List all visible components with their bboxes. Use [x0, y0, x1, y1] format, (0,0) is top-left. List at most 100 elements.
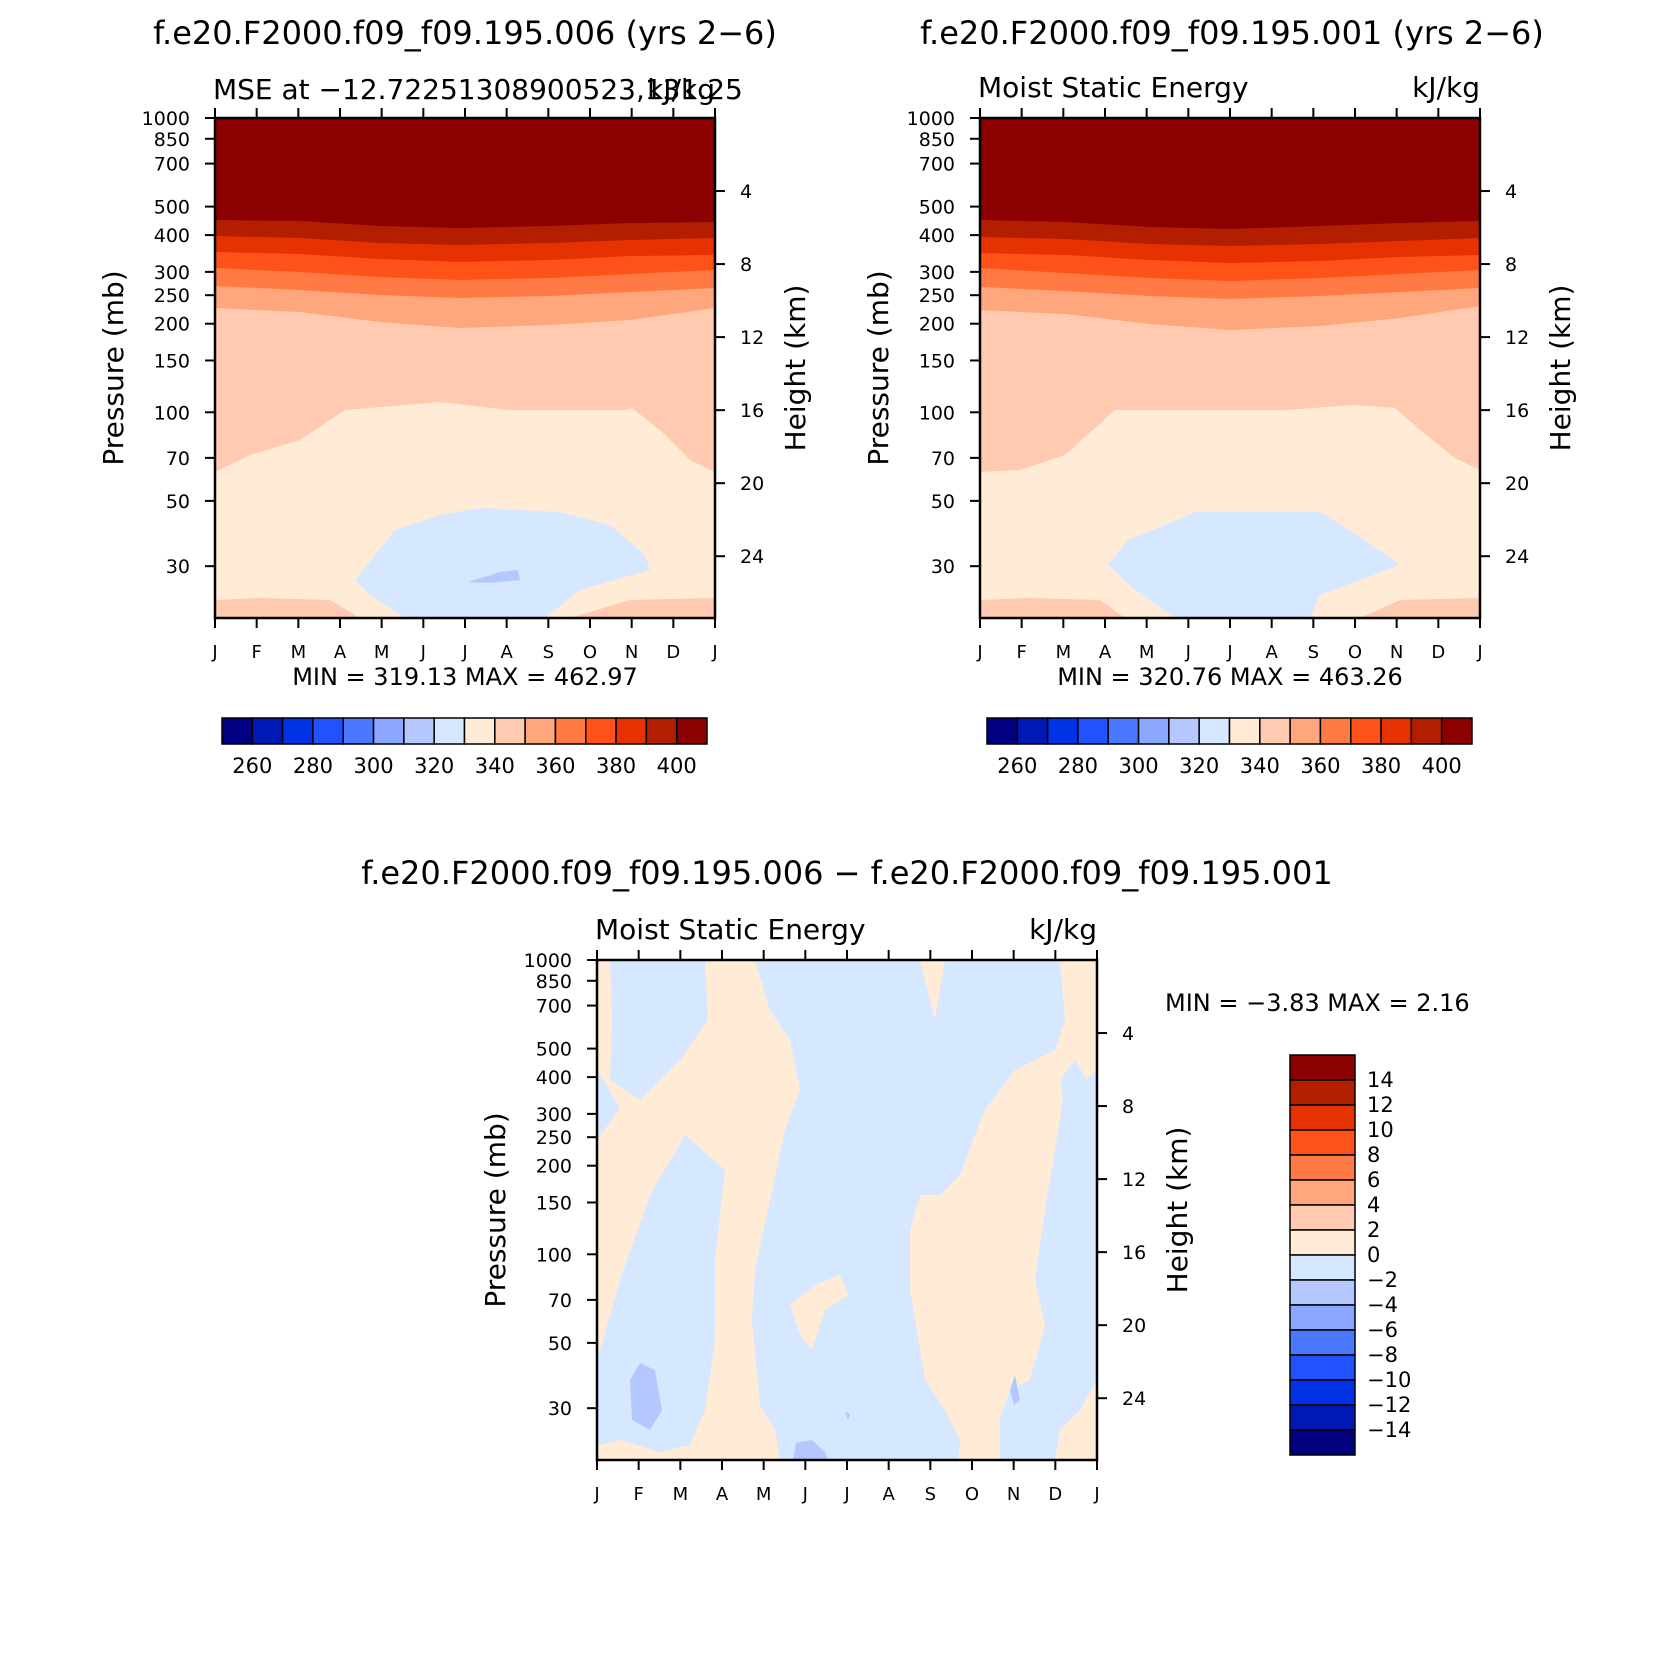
left-title: MSE at −12.72251308900523,131.25 [213, 73, 743, 106]
colorbar-swatch [1198, 717, 1231, 745]
band-300-310 [468, 570, 520, 583]
colorbar-swatch [221, 717, 254, 745]
x-tick-label: N [1390, 642, 1403, 663]
colorbar-label: 380 [596, 754, 636, 778]
y-tick-label: 1000 [907, 108, 955, 130]
y-tick-label-right: 24 [1122, 1388, 1146, 1410]
x-tick-label: M [374, 642, 390, 663]
panel-case-006: f.e20.F2000.f09_f09.195.006 (yrs 2−6) MS… [97, 14, 812, 778]
y-tick-label: 850 [919, 129, 955, 151]
colorbar-swatch [1228, 717, 1261, 745]
x-tick-label: A [1099, 642, 1112, 663]
units-label: kJ/kg [1412, 71, 1480, 104]
colorbar-swatch [1289, 1079, 1356, 1106]
x-tick-label: J [802, 1484, 808, 1505]
colorbar: 260 280 300 320 340 360 380 400 [986, 717, 1473, 778]
y-tick-label: 200 [536, 1156, 572, 1178]
colorbar-swatch [1440, 717, 1473, 745]
y-tick-label: 150 [536, 1192, 572, 1214]
x-tick-label: N [1007, 1484, 1020, 1505]
y-tick-label-right: 8 [740, 254, 752, 276]
colorbar-swatch [1289, 1154, 1356, 1181]
colorbar-swatch [1259, 717, 1291, 745]
y-tick-label-right: 12 [740, 327, 764, 349]
band-above-400 [215, 118, 715, 228]
colorbar-swatch [372, 717, 405, 745]
colorbar-label: 380 [1361, 754, 1401, 778]
y-tick-label-right: 24 [1505, 546, 1529, 568]
band-minus4-to-minus2-speck [845, 1412, 850, 1420]
x-tick-label: D [666, 642, 680, 663]
left-title: Moist Static Energy [978, 71, 1249, 104]
colorbar-swatch [645, 717, 678, 745]
y-tick-label: 850 [154, 129, 190, 151]
panel-difference: f.e20.F2000.f09_f09.195.006 − f.e20.F200… [361, 854, 1469, 1505]
y-tick-label-right: 24 [740, 546, 764, 568]
x-tick-label: O [965, 1484, 979, 1505]
contour-fill [597, 960, 1097, 1460]
band-minus4-to-minus2-nov [1010, 1375, 1020, 1405]
colorbar-label: 300 [1119, 754, 1159, 778]
colorbar-swatch [1319, 717, 1352, 745]
y-tick-label: 400 [536, 1067, 572, 1089]
x-tick-label: A [334, 642, 347, 663]
colorbar-label: −2 [1367, 1268, 1398, 1292]
colorbar-swatch [1289, 717, 1322, 745]
panel-title: f.e20.F2000.f09_f09.195.001 (yrs 2−6) [920, 14, 1544, 52]
band-330-340 [980, 598, 1480, 618]
colorbar-swatch [1289, 1129, 1356, 1156]
y-axis-label: Pressure (mb) [479, 1112, 512, 1307]
colorbar-swatch [463, 717, 496, 745]
colorbar-label: 320 [1179, 754, 1219, 778]
y-axis-label-right: Height (km) [779, 285, 812, 452]
y-tick-label: 250 [536, 1127, 572, 1149]
y-tick-label: 200 [919, 314, 955, 336]
y-tick-label: 30 [931, 556, 955, 578]
colorbar-swatch [615, 717, 648, 745]
x-tick-label: D [1048, 1484, 1062, 1505]
band-minus2-to-0-right [1000, 1060, 1097, 1460]
band-minus4-to-minus2-june [793, 1440, 828, 1460]
colorbar: 260 280 300 320 340 360 380 400 [221, 717, 708, 778]
colorbar-label: 300 [354, 754, 394, 778]
colorbar-swatch [1289, 1104, 1356, 1131]
band-minus2-to-0-center [752, 960, 1065, 1460]
x-tick-label: F [633, 1484, 643, 1505]
colorbar-swatch [554, 717, 587, 745]
colorbar-label: 0 [1367, 1243, 1380, 1267]
colorbar-label: 8 [1367, 1143, 1380, 1167]
x-tick-label: J [211, 642, 217, 663]
colorbar-label: −4 [1367, 1293, 1398, 1317]
colorbar-swatch [585, 717, 617, 745]
x-tick-label: J [593, 1484, 599, 1505]
band-minus4-to-minus2-south [630, 1363, 662, 1430]
y-tick-label: 1000 [142, 108, 190, 130]
y-tick-label: 500 [919, 197, 955, 219]
x-tick-label: A [501, 642, 514, 663]
units-label: kJ/kg [1029, 913, 1097, 946]
y-axis-label-right: Height (km) [1544, 285, 1577, 452]
colorbar-swatch [494, 717, 526, 745]
y-tick-label-right: 4 [1505, 181, 1517, 203]
y-tick-label: 500 [536, 1039, 572, 1061]
y-tick-label: 400 [154, 225, 190, 247]
y-tick-label: 50 [931, 491, 955, 513]
y-tick-label-right: 4 [1122, 1023, 1134, 1045]
y-axis-label-right: Height (km) [1161, 1127, 1194, 1294]
y-tick-label-right: 20 [1505, 473, 1529, 495]
y-tick-label: 200 [154, 314, 190, 336]
y-tick-label: 100 [154, 402, 190, 424]
y-tick-label: 700 [154, 154, 190, 176]
colorbar-swatch [986, 717, 1019, 745]
x-tick-label: O [583, 642, 597, 663]
y-tick-label-right: 8 [1122, 1096, 1134, 1118]
colorbar-swatch [312, 717, 344, 745]
colorbar-label: 260 [232, 754, 272, 778]
colorbar-swatch [1380, 717, 1413, 745]
colorbar-swatch [281, 717, 314, 745]
band-310-320 [1108, 512, 1400, 618]
colorbar-label: −6 [1367, 1318, 1398, 1342]
x-tick-label: J [711, 642, 717, 663]
